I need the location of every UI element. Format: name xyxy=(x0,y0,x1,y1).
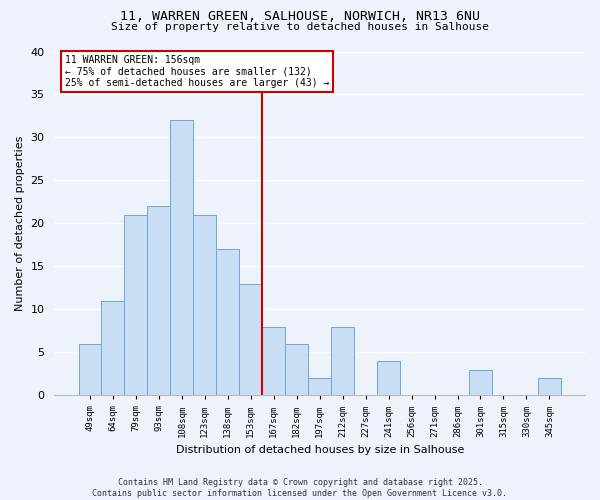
X-axis label: Distribution of detached houses by size in Salhouse: Distribution of detached houses by size … xyxy=(176,445,464,455)
Bar xyxy=(148,206,170,396)
Bar xyxy=(331,326,354,396)
Bar xyxy=(170,120,193,396)
Bar xyxy=(217,249,239,396)
Text: 11 WARREN GREEN: 156sqm
← 75% of detached houses are smaller (132)
25% of semi-d: 11 WARREN GREEN: 156sqm ← 75% of detache… xyxy=(65,55,329,88)
Text: Size of property relative to detached houses in Salhouse: Size of property relative to detached ho… xyxy=(111,22,489,32)
Bar xyxy=(377,361,400,396)
Text: Contains HM Land Registry data © Crown copyright and database right 2025.
Contai: Contains HM Land Registry data © Crown c… xyxy=(92,478,508,498)
Bar xyxy=(285,344,308,396)
Bar xyxy=(469,370,492,396)
Bar xyxy=(262,326,285,396)
Bar xyxy=(239,284,262,396)
Bar xyxy=(124,215,148,396)
Bar xyxy=(538,378,561,396)
Bar xyxy=(308,378,331,396)
Bar xyxy=(79,344,101,396)
Bar xyxy=(101,301,124,396)
Text: 11, WARREN GREEN, SALHOUSE, NORWICH, NR13 6NU: 11, WARREN GREEN, SALHOUSE, NORWICH, NR1… xyxy=(120,10,480,23)
Bar xyxy=(193,215,217,396)
Y-axis label: Number of detached properties: Number of detached properties xyxy=(15,136,25,311)
